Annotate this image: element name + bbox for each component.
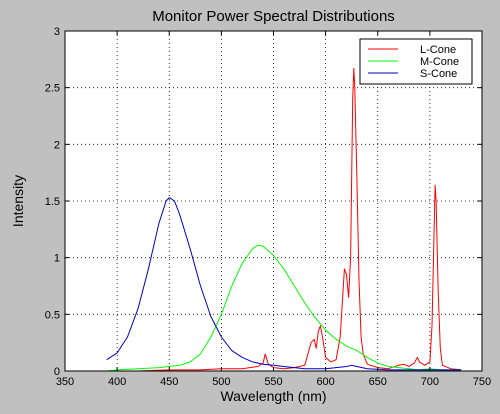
chart-title: Monitor Power Spectral Distributions (152, 8, 395, 25)
x-tick-label: 450 (160, 376, 178, 388)
x-tick-label: 600 (316, 376, 334, 388)
y-tick-label: 0 (54, 366, 60, 378)
ticks: 350 400 450 500 550 600 650 700 750 0 0.5 1 1.5 2 2.5 3 (45, 26, 491, 388)
x-tick-label: 700 (421, 376, 439, 388)
y-tick-label: 1.5 (45, 196, 60, 208)
x-tick-label: 350 (56, 376, 74, 388)
y-tick-label: 2.5 (45, 83, 60, 95)
series-line-m-cone (106, 244, 462, 372)
y-tick-label: 1 (54, 253, 60, 265)
x-tick-label: 550 (264, 376, 282, 388)
x-tick-label: 500 (212, 376, 230, 388)
x-tick-label: 750 (473, 376, 491, 388)
legend-label-m-cone: M-Cone (420, 56, 459, 68)
series-layer (106, 67, 462, 372)
x-axis-label: Wavelength (nm) (220, 388, 326, 404)
y-tick-label: 3 (54, 26, 60, 38)
y-tick-label: 2 (54, 139, 60, 151)
legend-label-l-cone: L-Cone (420, 44, 456, 56)
y-axis-label: Intensity (10, 175, 26, 227)
x-tick-label: 400 (108, 376, 126, 388)
x-tick-label: 650 (369, 376, 387, 388)
legend-label-s-cone: S-Cone (420, 68, 457, 80)
grid (65, 31, 482, 371)
y-tick-label: 0.5 (45, 309, 60, 321)
series-line-s-cone (106, 197, 462, 371)
